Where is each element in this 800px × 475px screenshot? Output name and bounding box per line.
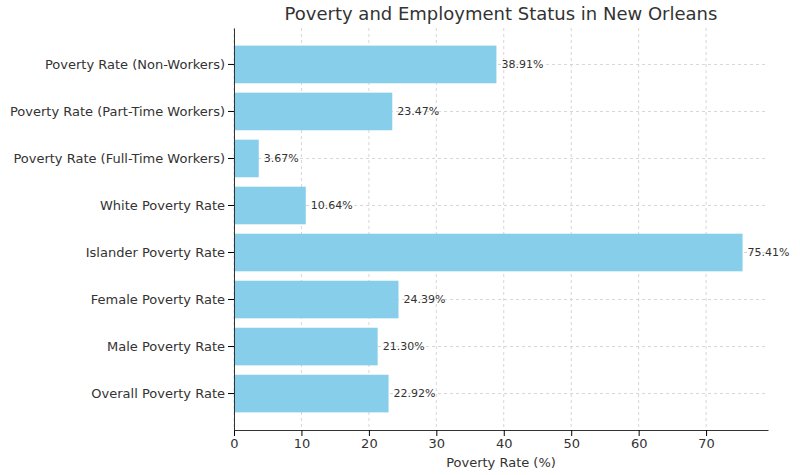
y-tick-mark bbox=[228, 64, 234, 65]
x-tick: 10 bbox=[294, 430, 311, 451]
data-label: 24.39% bbox=[403, 293, 445, 306]
data-label: 22.92% bbox=[394, 387, 436, 400]
x-tick: 60 bbox=[631, 430, 648, 451]
x-tick-mark bbox=[234, 430, 235, 436]
data-label: 10.64% bbox=[311, 199, 353, 212]
y-tick-mark bbox=[228, 158, 234, 159]
y-tick-mark bbox=[228, 111, 234, 112]
x-tick: 50 bbox=[563, 430, 580, 451]
y-axis: Poverty Rate (Non-Workers) Poverty Rate (… bbox=[10, 29, 235, 431]
x-tick-label: 30 bbox=[429, 436, 446, 451]
x-tick-mark bbox=[436, 430, 437, 436]
x-tick-mark bbox=[369, 430, 370, 436]
y-tick: Male Poverty Rate bbox=[107, 339, 234, 354]
y-tick: Poverty Rate (Full-Time Workers) bbox=[13, 151, 234, 166]
bar bbox=[234, 187, 306, 225]
y-tick-label: Poverty Rate (Non-Workers) bbox=[45, 57, 225, 72]
bar bbox=[234, 281, 398, 319]
grid-line bbox=[503, 28, 504, 430]
x-axis: 0 10 20 30 40 50 60 70 bbox=[230, 430, 768, 451]
x-tick-label: 50 bbox=[563, 436, 580, 451]
x-tick-label: 10 bbox=[294, 436, 311, 451]
bar bbox=[234, 140, 259, 178]
data-label: 23.47% bbox=[397, 105, 439, 118]
grid bbox=[234, 28, 768, 430]
y-tick-label: Poverty Rate (Full-Time Workers) bbox=[13, 151, 225, 166]
plot-area: 0 10 20 30 40 50 60 70 Poverty Rate (Non-Workers… bbox=[10, 28, 790, 451]
data-label: 21.30% bbox=[383, 340, 425, 353]
grid-line bbox=[436, 28, 437, 430]
y-tick-label: Female Poverty Rate bbox=[91, 292, 225, 307]
x-tick-mark bbox=[571, 430, 572, 436]
x-tick-label: 0 bbox=[230, 436, 238, 451]
bar bbox=[234, 328, 378, 366]
y-tick-label: Islander Poverty Rate bbox=[86, 245, 225, 260]
y-tick: Overall Poverty Rate bbox=[91, 386, 234, 401]
grid-line bbox=[234, 158, 768, 159]
y-tick-label: Male Poverty Rate bbox=[107, 339, 225, 354]
grid-line bbox=[571, 28, 572, 430]
x-tick: 70 bbox=[698, 430, 715, 451]
x-tick-label: 70 bbox=[698, 436, 715, 451]
y-tick-label: White Poverty Rate bbox=[100, 198, 225, 213]
grid-line bbox=[368, 28, 369, 430]
data-labels: 38.91% 23.47% 3.67% 10.64% 75.41% 24.39% 21.30… bbox=[264, 58, 790, 400]
x-axis-line bbox=[235, 430, 769, 431]
x-tick: 40 bbox=[496, 430, 513, 451]
bar bbox=[234, 375, 389, 413]
bar bbox=[234, 234, 743, 272]
grid-line bbox=[301, 28, 302, 430]
y-tick: Poverty Rate (Non-Workers) bbox=[45, 57, 234, 72]
y-tick-mark bbox=[228, 205, 234, 206]
y-axis-line bbox=[234, 29, 235, 431]
x-tick-mark bbox=[301, 430, 302, 436]
grid-line bbox=[706, 28, 707, 430]
x-tick: 30 bbox=[429, 430, 446, 451]
title: Poverty and Employment Status in New Orl… bbox=[285, 3, 718, 24]
y-tick: Poverty Rate (Part-Time Workers) bbox=[10, 104, 234, 119]
x-axis-title: Poverty Rate (%) bbox=[446, 455, 556, 470]
y-tick-mark bbox=[228, 252, 234, 253]
bar bbox=[234, 46, 496, 84]
bars bbox=[234, 46, 743, 413]
data-label: 75.41% bbox=[748, 246, 790, 259]
x-tick-mark bbox=[504, 430, 505, 436]
grid-line bbox=[638, 28, 639, 430]
x-tick-label: 40 bbox=[496, 436, 513, 451]
y-tick: White Poverty Rate bbox=[100, 198, 234, 213]
x-tick-label: 20 bbox=[361, 436, 378, 451]
y-tick: Female Poverty Rate bbox=[91, 292, 234, 307]
grid-line bbox=[234, 28, 235, 430]
y-tick-label: Overall Poverty Rate bbox=[91, 386, 225, 401]
chart: 0 10 20 30 40 50 60 70 Poverty Rate (Non-Workers… bbox=[0, 0, 800, 475]
bar bbox=[234, 93, 392, 131]
y-tick-label: Poverty Rate (Part-Time Workers) bbox=[10, 104, 225, 119]
x-tick: 0 bbox=[230, 430, 238, 451]
y-tick: Islander Poverty Rate bbox=[86, 245, 234, 260]
data-label: 3.67% bbox=[264, 152, 299, 165]
y-tick-mark bbox=[228, 346, 234, 347]
y-tick-mark bbox=[228, 299, 234, 300]
x-tick-label: 60 bbox=[631, 436, 648, 451]
x-tick-mark bbox=[706, 430, 707, 436]
y-tick-mark bbox=[228, 393, 234, 394]
x-tick-mark bbox=[639, 430, 640, 436]
data-label: 38.91% bbox=[501, 58, 543, 71]
x-tick: 20 bbox=[361, 430, 378, 451]
